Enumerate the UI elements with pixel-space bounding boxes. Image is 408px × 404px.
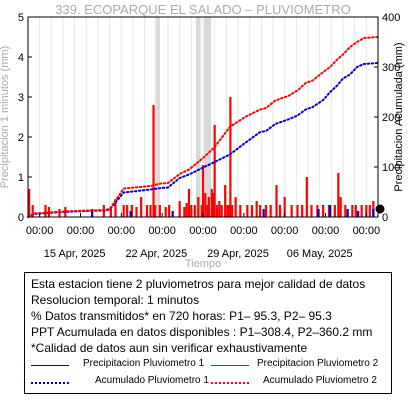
gap-band-0: [155, 17, 160, 217]
y-right-tick-label-2: 200: [382, 112, 400, 124]
y-right-tick-label-0: 0: [382, 212, 388, 224]
x-time-label-0: 00:00: [26, 225, 54, 237]
info-line-3: % Datos transmitidos* en 720 horas: P1– …: [31, 309, 332, 323]
x-axis-label: Tiempo: [185, 258, 221, 270]
y-left-tick-label-1: 1: [18, 172, 24, 184]
info-line-2: Resolucion temporal: 1 minutos: [31, 293, 200, 307]
info-line-5: *Calidad de datos aun sin verificar exha…: [31, 341, 308, 355]
y-right-label: Precipitacion Acumulada (mm): [393, 42, 405, 191]
gap-bands: [155, 17, 212, 217]
legend-label-p1-acum: Acumulado Pluviometro 1: [95, 375, 209, 386]
legend-label-p1-precip: Precipitacion Pluviometro 1: [83, 358, 205, 369]
y-right-tick-label-4: 400: [382, 12, 400, 24]
legend-swatch-p1-precip: [31, 365, 69, 366]
y-left-tick-label-0: 0: [18, 212, 24, 224]
legend-swatch-p2-precip: [211, 365, 249, 366]
y-left-label: Precipitacion 1 minutos (mm): [0, 46, 11, 188]
x-time-label-6: 00:00: [271, 225, 299, 237]
info-line-1: Esta estacion tiene 2 pluviometros para …: [31, 277, 366, 291]
y-left-tick-label-4: 4: [18, 52, 24, 64]
right-axis-ticks: 0 100 200 300 400: [374, 12, 400, 224]
x-time-label-4: 00:00: [189, 225, 217, 237]
x-date-label-0: 15 Apr, 2025: [44, 248, 106, 260]
legend-label-p2-precip: Precipitacion Pluviometro 2: [257, 358, 379, 369]
info-box: Esta estacion tiene 2 pluviometros para …: [24, 272, 392, 394]
acum-line-acumulado-pluviometro-1: [27, 62, 379, 218]
x-date-label-3: 06 May, 2025: [287, 248, 353, 260]
y-left-tick-label-3: 3: [18, 92, 24, 104]
acum-line-acumulado-pluviometro-2: [27, 36, 379, 218]
rain-chart: 339. ECOPARQUE EL SALADO – PLUVIOMETRO 0…: [0, 2, 405, 270]
x-time-label-8: 00:00: [353, 225, 381, 237]
grid-lines: [39, 17, 367, 217]
x-time-label-1: 00:00: [67, 225, 95, 237]
x-time-label-5: 00:00: [230, 225, 258, 237]
precip-bars: [28, 97, 375, 217]
left-axis-ticks: 0 1 2 3 4 5: [18, 12, 32, 224]
legend-swatch-p2-acum: [211, 382, 249, 384]
x-time-label-2: 00:00: [108, 225, 136, 237]
x-time-label-7: 00:00: [312, 225, 340, 237]
x-date-label-2: 29 Apr, 2025: [207, 248, 269, 260]
x-date-label-1: 22 Apr, 2025: [125, 248, 187, 260]
x-axis-ticks: 00:00 00:00 00:00 00:00 00:00 00:00 00:00 00:00…: [26, 213, 380, 260]
legend-label-p2-acum: Acumulado Pluviometro 2: [263, 375, 377, 386]
gap-band-2: [204, 17, 212, 217]
y-left-tick-label-2: 2: [18, 132, 24, 144]
chart-title: 339. ECOPARQUE EL SALADO – PLUVIOMETRO: [55, 2, 350, 17]
y-left-tick-label-5: 5: [18, 12, 24, 24]
y-right-tick-label-1: 100: [382, 162, 400, 174]
x-time-label-3: 00:00: [148, 225, 176, 237]
y-right-tick-label-3: 300: [382, 62, 400, 74]
gap-band-1: [196, 17, 201, 217]
legend-swatch-p1-acum: [31, 382, 69, 384]
info-line-4: PPT Acumulada en datos disponibles : P1–…: [31, 325, 373, 339]
